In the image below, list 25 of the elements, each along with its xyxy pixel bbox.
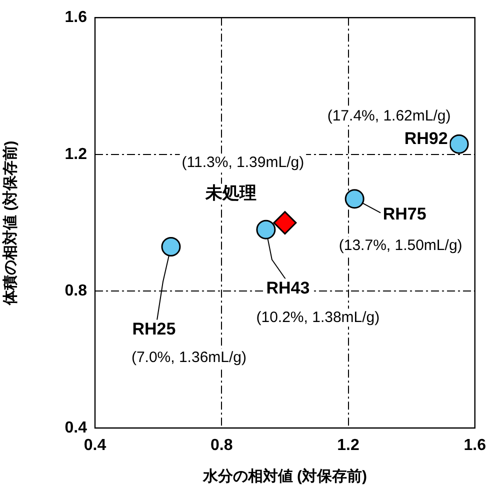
y-axis-title: 体積の相対値 (対保存前) <box>1 140 20 306</box>
annotation: RH25 <box>132 319 176 338</box>
annotation: 未処理 <box>204 183 256 202</box>
annotation: RH75 <box>382 204 426 224</box>
y-tick-label: 0.8 <box>64 282 88 300</box>
point <box>449 134 469 154</box>
annotation: (13.7%, 1.50mL/g) <box>338 237 462 254</box>
point <box>273 211 297 235</box>
x-tick-label: 0.4 <box>84 437 106 454</box>
annotation: (11.3%, 1.39mL/g) <box>182 154 304 171</box>
annotation: (7.0%, 1.36mL/g) <box>131 348 247 366</box>
point <box>256 220 276 240</box>
y-tick-label: 0.4 <box>64 419 88 436</box>
x-tick-label: 1.6 <box>464 437 486 454</box>
point <box>344 189 364 209</box>
annotation: RH92 <box>404 128 448 148</box>
point <box>161 236 181 256</box>
y-tick-label: 1.6 <box>64 9 88 26</box>
y-tick-label: 1.2 <box>64 146 88 163</box>
annotation: (10.2%, 1.38mL/g) <box>256 308 380 326</box>
x-tick-label: 1.2 <box>337 437 360 454</box>
annotation: (17.4%, 1.62mL/g) <box>327 107 451 124</box>
annotation: RH43 <box>266 278 310 298</box>
x-axis-title: 水分の相対値 (対保存前) <box>202 467 368 486</box>
x-tick-label: 0.8 <box>210 437 233 454</box>
